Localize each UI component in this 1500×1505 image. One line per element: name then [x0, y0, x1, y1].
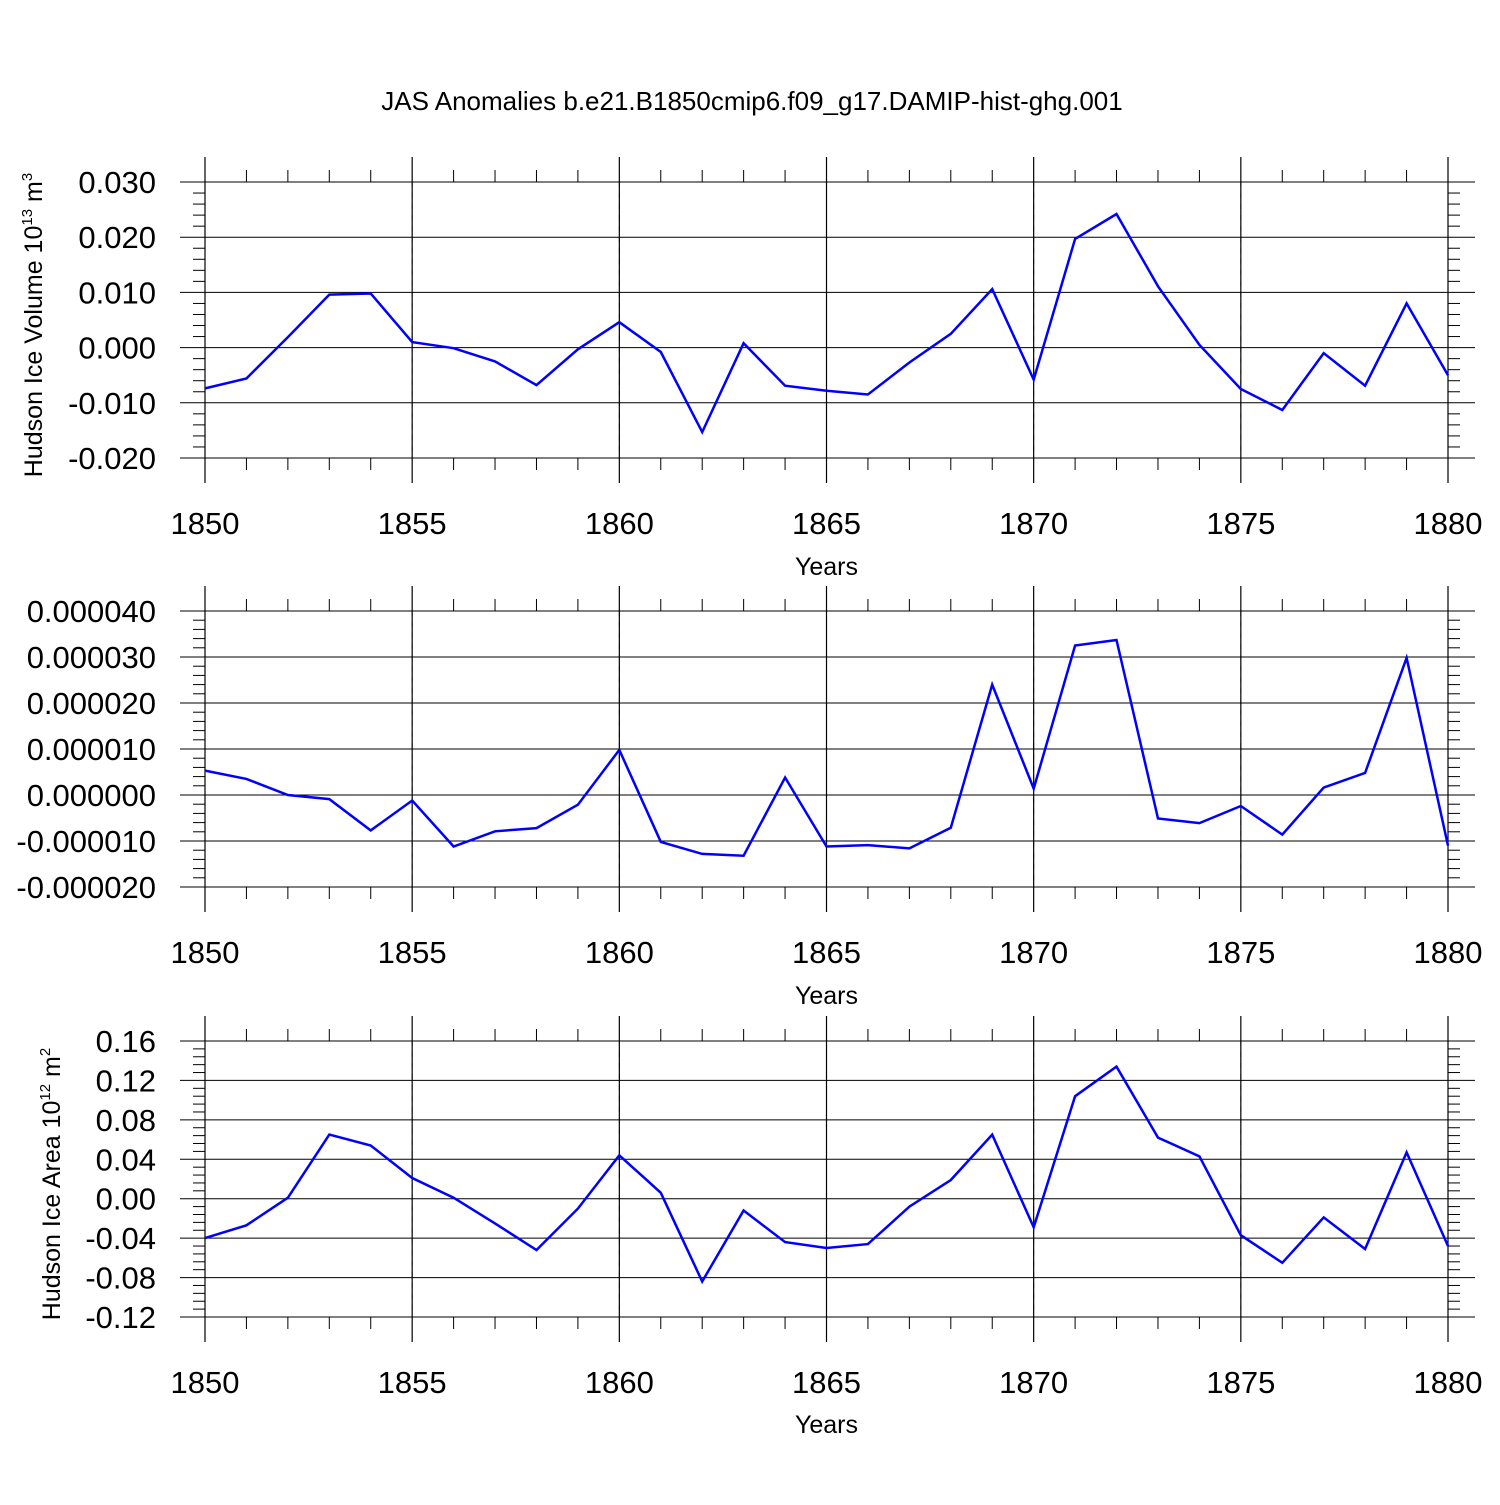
y-axis-title: Hudson Ice Volume 1013 m3 — [19, 173, 48, 477]
x-tick-label: 1870 — [999, 935, 1068, 970]
x-tick-label: 1875 — [1206, 935, 1275, 970]
x-tick-label: 1880 — [1414, 935, 1483, 970]
x-axis-title: Years — [795, 982, 858, 1010]
y-tick-label: 0.00 — [96, 1182, 156, 1217]
series-line — [204, 638, 1450, 857]
y-tick-label: -0.020 — [68, 441, 156, 476]
x-tick-label: 1870 — [999, 1365, 1068, 1400]
y-tick-label: -0.12 — [85, 1300, 156, 1335]
x-tick-label: 1855 — [378, 935, 447, 970]
x-tick-label: 1865 — [792, 1365, 861, 1400]
x-tick-label: 1855 — [378, 1365, 447, 1400]
chart-title: JAS Anomalies b.e21.B1850cmip6.f09_g17.D… — [381, 86, 1122, 116]
x-axis-title: Years — [795, 1411, 858, 1439]
y-tick-label: 0.000000 — [27, 778, 156, 813]
x-axis-title: Years — [795, 553, 858, 581]
x-tick-label: 1850 — [171, 506, 240, 541]
y-tick-label: 0.08 — [96, 1103, 156, 1138]
x-tick-label: 1855 — [378, 506, 447, 541]
x-tick-label: 1875 — [1206, 506, 1275, 541]
y-tick-label: 0.000020 — [27, 686, 156, 721]
x-tick-label: 1860 — [585, 506, 654, 541]
x-tick-label: 1880 — [1414, 506, 1483, 541]
panel-1: -0.020 -0.010 0.000 0.010 0.020 0.030 1850 1855… — [19, 157, 1482, 581]
y-tick-label: 0.010 — [78, 275, 156, 310]
panel-2: -0.000020 -0.000010 0.000000 0.000010 0.0000… — [16, 586, 1482, 1010]
x-tick-label: 1860 — [585, 935, 654, 970]
x-tick-label: 1870 — [999, 506, 1068, 541]
y-tick-label: 0.000040 — [27, 594, 156, 629]
y-tick-label: 0.000030 — [27, 640, 156, 675]
x-tick-label: 1865 — [792, 935, 861, 970]
y-tick-label: 0.000010 — [27, 732, 156, 767]
x-tick-label: 1875 — [1206, 1365, 1275, 1400]
y-tick-label: 0.020 — [78, 220, 156, 255]
x-tick-label: 1865 — [792, 506, 861, 541]
y-tick-label: 0.12 — [96, 1063, 156, 1098]
y-tick-label: 0.04 — [96, 1142, 156, 1177]
y-tick-label: -0.000010 — [16, 824, 156, 859]
y-tick-label: 0.16 — [96, 1024, 156, 1059]
series-line — [204, 212, 1450, 435]
series-line — [204, 1064, 1450, 1285]
y-tick-label: -0.04 — [85, 1221, 156, 1256]
y-tick-label: 0.000 — [78, 331, 156, 366]
panel-3: -0.12 -0.08 -0.04 0.00 0.04 0.08 0.12 0.16 1850 1… — [37, 1016, 1482, 1439]
x-tick-label: 1860 — [585, 1365, 654, 1400]
x-tick-label: 1850 — [171, 1365, 240, 1400]
y-tick-label: -0.000020 — [16, 870, 156, 905]
y-tick-label: -0.08 — [85, 1261, 156, 1296]
x-tick-label: 1880 — [1414, 1365, 1483, 1400]
x-tick-label: 1850 — [171, 935, 240, 970]
y-axis-title: Hudson Ice Area 1012 m2 — [37, 1048, 66, 1320]
y-tick-label: 0.030 — [78, 165, 156, 200]
y-tick-label: -0.010 — [68, 386, 156, 421]
